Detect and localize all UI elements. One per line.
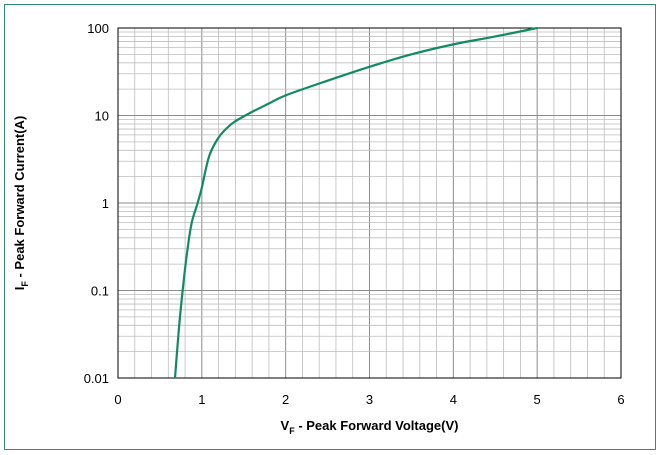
y-tick-label: 100 [87, 21, 109, 36]
x-tick-label: 5 [534, 392, 541, 407]
x-tick-label: 0 [114, 392, 121, 407]
x-axis-label-main: V [281, 418, 290, 433]
x-axis-label: VF - Peak Forward Voltage(V) [281, 418, 459, 436]
x-axis-label-sub: F [289, 426, 295, 436]
x-tick-labels: 0 1 2 3 4 5 6 [114, 392, 624, 407]
x-axis-label-rest: - Peak Forward Voltage(V) [295, 418, 459, 433]
y-tick-labels: 0.01 0.1 1 10 100 [84, 21, 109, 386]
y-tick-label: 10 [95, 109, 109, 124]
grid [117, 28, 622, 379]
x-tick-label: 6 [617, 392, 624, 407]
y-axis-label: IF - Peak Forward Current(A) [12, 116, 30, 291]
y-axis-label-rest: - Peak Forward Current(A) [12, 116, 27, 281]
x-tick-label: 2 [282, 392, 289, 407]
x-tick-label: 3 [366, 392, 373, 407]
series-line [173, 26, 538, 379]
x-tick-label: 1 [198, 392, 205, 407]
plot-border [117, 27, 622, 379]
y-tick-label: 0.1 [91, 284, 109, 299]
y-axis-label-main: I [12, 287, 27, 291]
y-axis-label-sub: F [20, 281, 30, 287]
x-tick-label: 4 [450, 392, 457, 407]
y-tick-label: 0.01 [84, 371, 109, 386]
y-tick-label: 1 [102, 196, 109, 211]
